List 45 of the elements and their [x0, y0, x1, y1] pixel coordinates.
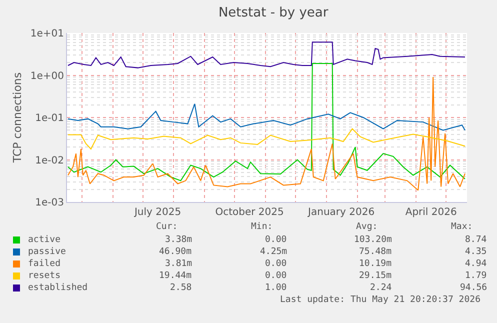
text: Last update: Thu May 21 20:20:37 2026	[280, 295, 480, 305]
text: Min:	[251, 222, 273, 232]
x-tick-label: October 2025	[215, 207, 284, 218]
text: 103.20m	[354, 235, 392, 245]
x-tick-label: July 2025	[133, 207, 182, 218]
text: 3.38m	[165, 235, 192, 245]
text: 1.00	[265, 283, 287, 293]
line-series	[68, 76, 466, 191]
text: Avg:	[356, 222, 378, 232]
legend-label: established	[28, 283, 88, 293]
legend-label: active	[28, 235, 61, 245]
text: 4.25m	[260, 247, 288, 257]
text: 0.00	[265, 235, 287, 245]
text: 2.58	[170, 283, 192, 293]
text: 1.79	[465, 271, 487, 281]
line-series	[68, 103, 466, 131]
text: 8.74	[465, 235, 487, 245]
text: 0.00	[265, 271, 287, 281]
text: 4.94	[465, 259, 487, 269]
text: 75.48m	[359, 247, 392, 257]
text: 3.81m	[165, 259, 192, 269]
y-tick-label: 1e-03	[35, 198, 64, 208]
y-tick-label: 1e+01	[30, 28, 64, 40]
text: 10.19m	[359, 259, 392, 269]
y-tick-label: 1e+00	[30, 70, 64, 82]
text: 0.00	[265, 259, 287, 269]
y-axis-title: TCP connections	[11, 72, 24, 164]
legend-label: passive	[28, 247, 66, 257]
x-tick-label: January 2026	[307, 207, 375, 218]
y-tick-label: 1e-02	[35, 155, 64, 166]
text: Max:	[451, 222, 473, 232]
line-series	[68, 42, 466, 68]
text: 29.15m	[359, 271, 392, 281]
text: 94.56	[460, 283, 488, 293]
legend-label: resets	[28, 271, 61, 281]
y-tick-label: 1e-01	[35, 113, 64, 124]
text: Cur:	[156, 222, 178, 232]
x-tick-label: April 2026	[405, 207, 457, 218]
text: 2.24	[370, 283, 392, 293]
legend-label: failed	[28, 259, 61, 269]
text: 4.35	[465, 247, 487, 257]
line-series	[68, 62, 466, 182]
chart-title: Netstat - by year	[218, 6, 329, 21]
text: 46.90m	[159, 247, 192, 257]
text: 19.44m	[159, 271, 192, 281]
